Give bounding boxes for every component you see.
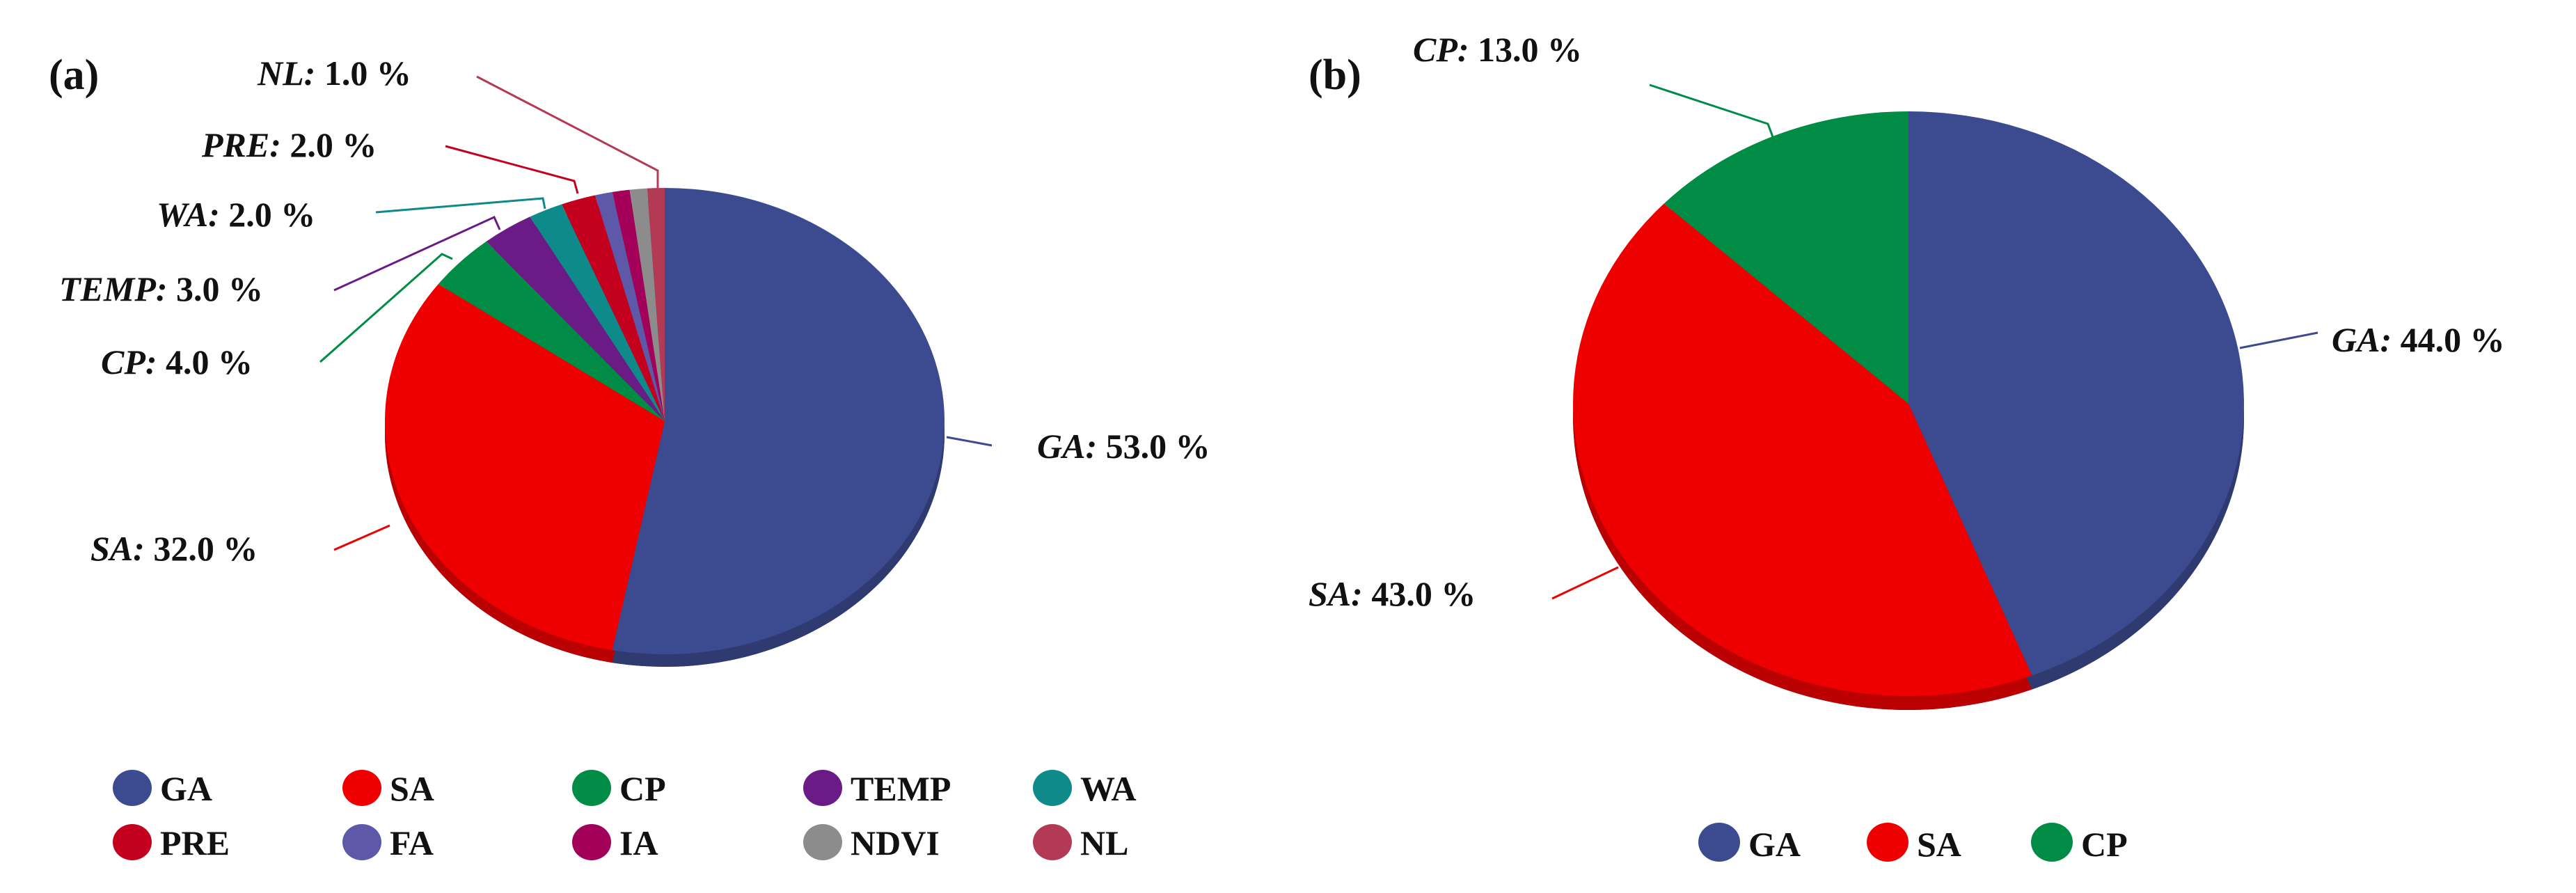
legend-swatch-fa [342, 824, 381, 860]
legend-swatch-temp [803, 770, 842, 806]
legend-b: GA SA CP [1698, 823, 2128, 864]
svg-text:CP: CP [2081, 825, 2128, 864]
legend-item-ga-b: GA [1698, 823, 1801, 864]
pie-slice-temp [486, 216, 665, 421]
leader-line-sa [333, 524, 390, 551]
leader-line-ga [946, 436, 993, 447]
pie-slice-ga [1909, 111, 2244, 676]
data-label-cp-b: CP: 13.0 % [1413, 30, 1582, 69]
legend-item-sa-b: SA [1867, 823, 1961, 864]
legend-item-cp-b: CP [2031, 823, 2128, 864]
legend-swatch-ga-b [1698, 823, 1740, 862]
svg-text:GA: GA [160, 769, 212, 808]
pie-slice-pre [562, 195, 665, 421]
pie-slice-fa [595, 191, 665, 421]
pie-slice-cp [438, 241, 665, 421]
pie-slice-ga [612, 188, 945, 654]
pie-slice-ia [612, 189, 665, 421]
legend-item-pre: PRE [113, 823, 230, 862]
pie-slice-nl [647, 188, 665, 421]
svg-text:SA: SA [1917, 825, 1961, 864]
panel-b-label: (b) [1309, 52, 1361, 99]
legend-item-temp: TEMP [803, 769, 951, 808]
legend-swatch-ga [113, 770, 152, 806]
leader-line-cp [319, 253, 453, 363]
data-label-ga: GA: 53.0 % [1037, 427, 1210, 466]
svg-text:NL: NL [1080, 823, 1128, 862]
pie-chart-a [384, 188, 945, 667]
leader-lines-a [319, 75, 993, 551]
data-label-wa: WA: 2.0 % [157, 195, 315, 234]
legend-swatch-nl [1033, 824, 1072, 860]
legend-item-ia: IA [572, 823, 658, 862]
legend-swatch-sa [342, 770, 381, 806]
pie-slice-cp [1664, 111, 1909, 404]
legend-a: GA SA CP TEMP WA PRE FA IA NDVI NL [113, 769, 1137, 862]
data-label-cp: CP: 4.0 % [101, 342, 253, 381]
legend-item-sa: SA [342, 769, 434, 808]
leader-line-wa [375, 197, 546, 214]
svg-text:TEMP: TEMP [851, 769, 951, 808]
svg-text:FA: FA [390, 823, 434, 862]
legend-item-wa: WA [1033, 769, 1137, 808]
leader-line-ga-b [2239, 331, 2318, 349]
leader-line-pre [445, 145, 579, 194]
legend-swatch-wa [1033, 770, 1072, 806]
data-label-sa-b: SA: 43.0 % [1309, 574, 1476, 613]
legend-item-fa: FA [342, 823, 434, 862]
data-label-pre: PRE: 2.0 % [201, 125, 377, 164]
legend-swatch-ia [572, 824, 611, 860]
svg-text:IA: IA [619, 823, 658, 862]
data-label-ga-b: GA: 44.0 % [2332, 320, 2505, 359]
leader-line-temp [333, 216, 501, 292]
legend-swatch-pre [113, 824, 152, 860]
pie-slice-wa [530, 204, 665, 421]
svg-text:NDVI: NDVI [851, 823, 940, 862]
legend-item-cp: CP [572, 769, 666, 808]
svg-text:SA: SA [390, 769, 434, 808]
leader-line-sa-b [1551, 566, 1619, 600]
pie-slice-sa [384, 284, 665, 651]
legend-swatch-sa-b [1867, 823, 1909, 862]
pie-slice-ndvi [629, 188, 665, 421]
data-label-sa: SA: 32.0 % [90, 529, 258, 568]
leader-line-cp-b [1649, 84, 1780, 152]
legend-item-ga: GA [113, 769, 212, 808]
legend-item-ndvi: NDVI [803, 823, 940, 862]
pie-chart-b [1573, 111, 2244, 710]
legend-swatch-cp [572, 770, 611, 806]
leader-lines-b [1551, 84, 2318, 600]
legend-swatch-cp-b [2031, 823, 2073, 862]
svg-text:GA: GA [1748, 825, 1801, 864]
pie-slice-sa [1573, 203, 2032, 696]
data-label-temp: TEMP: 3.0 % [59, 269, 263, 308]
data-label-nl: NL: 1.0 % [257, 54, 411, 93]
svg-text:WA: WA [1080, 769, 1137, 808]
svg-text:CP: CP [619, 769, 666, 808]
panel-a-label: (a) [49, 52, 99, 99]
leader-line-nl [476, 75, 659, 188]
legend-item-nl: NL [1033, 823, 1128, 862]
svg-text:PRE: PRE [160, 823, 230, 862]
legend-swatch-ndvi [803, 824, 842, 860]
